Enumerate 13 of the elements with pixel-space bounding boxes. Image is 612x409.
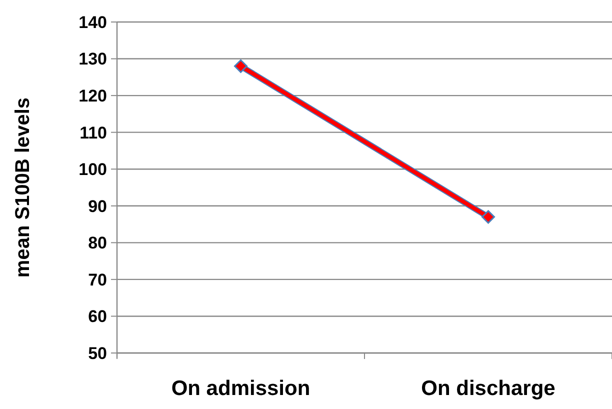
y-tick-label: 140: [78, 12, 107, 32]
y-tick-label: 130: [78, 50, 107, 69]
x-tick-label: On admission: [171, 377, 310, 400]
y-tick-label: 70: [88, 270, 107, 290]
y-tick-label: 100: [78, 160, 107, 180]
y-tick-label: 80: [88, 234, 107, 253]
y-tick-label: 50: [88, 344, 107, 363]
y-tick-label: 120: [78, 86, 107, 106]
y-axis-title: mean S100B levels: [12, 97, 34, 278]
x-tick-label: On discharge: [421, 377, 556, 400]
y-tick-label: 110: [80, 123, 107, 142]
y-tick-label: 60: [88, 307, 107, 326]
y-tick-label: 90: [88, 196, 107, 216]
